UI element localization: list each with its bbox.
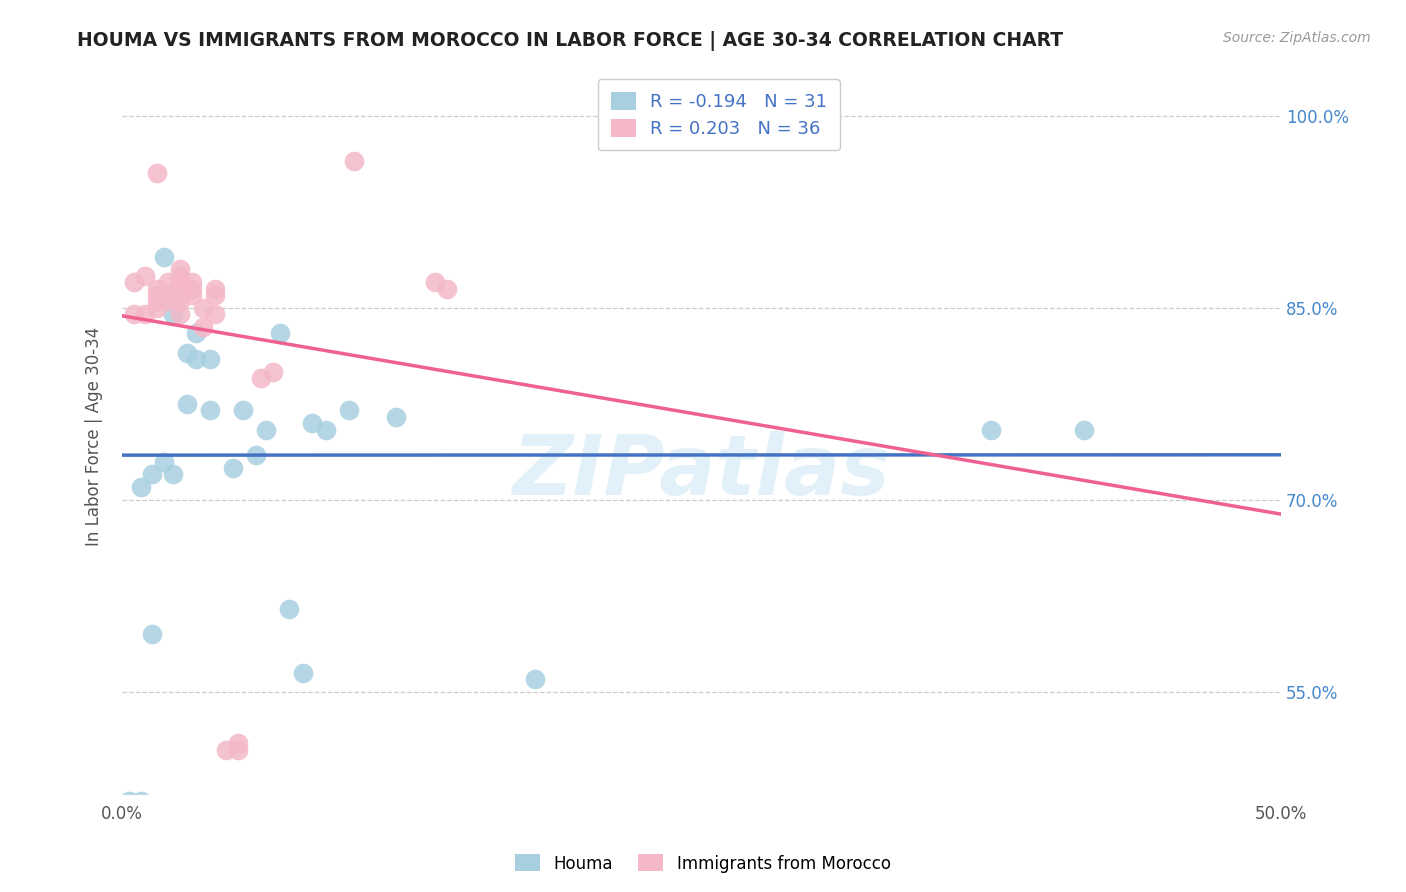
Point [157, 275, 180, 289]
Point [315, 423, 337, 437]
Point [129, 794, 152, 808]
Point [301, 416, 323, 430]
Point [980, 423, 1002, 437]
Point [152, 454, 174, 468]
Point [176, 345, 198, 359]
Point [204, 288, 226, 302]
Point [157, 294, 180, 309]
Point [129, 480, 152, 494]
Point [169, 294, 191, 309]
Legend: Houma, Immigrants from Morocco: Houma, Immigrants from Morocco [509, 847, 897, 880]
Point [384, 409, 406, 424]
Y-axis label: In Labor Force | Age 30-34: In Labor Force | Age 30-34 [86, 326, 103, 546]
Point [152, 250, 174, 264]
Point [337, 403, 360, 417]
Point [169, 307, 191, 321]
Point [215, 742, 238, 756]
Legend: R = -0.194   N = 31, R = 0.203   N = 36: R = -0.194 N = 31, R = 0.203 N = 36 [598, 79, 839, 151]
Point [523, 672, 546, 686]
Point [146, 301, 169, 315]
Point [157, 288, 180, 302]
Point [423, 275, 446, 289]
Point [122, 307, 145, 321]
Point [250, 371, 273, 385]
Point [146, 282, 169, 296]
Text: ZIPatlas: ZIPatlas [513, 431, 890, 512]
Point [1073, 423, 1095, 437]
Point [134, 307, 156, 321]
Point [222, 461, 245, 475]
Point [169, 268, 191, 283]
Point [436, 282, 458, 296]
Point [176, 397, 198, 411]
Point [152, 288, 174, 302]
Point [146, 294, 169, 309]
Point [141, 467, 163, 482]
Point [291, 665, 314, 680]
Point [134, 268, 156, 283]
Point [146, 166, 169, 180]
Point [262, 365, 284, 379]
Point [180, 282, 202, 296]
Point [162, 467, 184, 482]
Point [277, 601, 299, 615]
Text: Source: ZipAtlas.com: Source: ZipAtlas.com [1223, 31, 1371, 45]
Point [198, 352, 221, 367]
Point [186, 326, 208, 341]
Text: HOUMA VS IMMIGRANTS FROM MOROCCO IN LABOR FORCE | AGE 30-34 CORRELATION CHART: HOUMA VS IMMIGRANTS FROM MOROCCO IN LABO… [77, 31, 1063, 51]
Point [169, 288, 191, 302]
Point [186, 352, 208, 367]
Point [204, 307, 226, 321]
Point [162, 288, 184, 302]
Point [193, 320, 215, 334]
Point [146, 288, 169, 302]
Point [169, 262, 191, 277]
Point [226, 736, 249, 750]
Point [232, 403, 254, 417]
Point [226, 742, 249, 756]
Point [122, 275, 145, 289]
Point [269, 326, 291, 341]
Point [254, 423, 277, 437]
Point [245, 448, 267, 462]
Point [204, 282, 226, 296]
Point [180, 288, 202, 302]
Point [193, 301, 215, 315]
Point [180, 275, 202, 289]
Point [169, 282, 191, 296]
Point [162, 307, 184, 321]
Point [343, 153, 366, 168]
Point [141, 627, 163, 641]
Point [157, 288, 180, 302]
Point [169, 275, 191, 289]
Point [118, 794, 141, 808]
Point [198, 403, 221, 417]
